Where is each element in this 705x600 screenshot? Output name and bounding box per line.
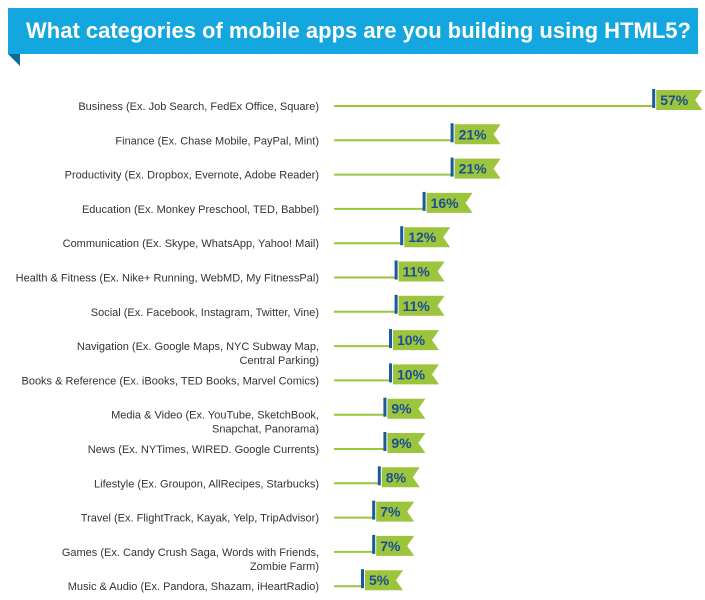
value-tag <box>381 467 420 488</box>
bar-end-marker <box>372 534 376 554</box>
value-tag <box>404 227 451 248</box>
bar-row: Education (Ex. Monkey Preschool, TED, Ba… <box>82 191 473 216</box>
value-tag <box>454 124 501 145</box>
bar-end-marker <box>389 363 392 383</box>
value-label: 12% <box>408 229 437 245</box>
category-label: Social (Ex. Facebook, Instagram, Twitter… <box>91 307 319 319</box>
bar-end-marker <box>383 432 387 451</box>
bar-row: Health & Fitness (Ex. Nike+ Running, Web… <box>16 260 445 285</box>
value-tag <box>365 570 403 591</box>
value-tag <box>656 90 703 110</box>
value-label: 7% <box>380 538 401 554</box>
bar-row: Travel (Ex. FlightTrack, Kayak, Yelp, Tr… <box>81 500 415 525</box>
category-label: Education (Ex. Monkey Preschool, TED, Ba… <box>82 204 319 216</box>
value-label: 8% <box>386 469 407 485</box>
value-tag <box>393 330 439 351</box>
value-label: 7% <box>380 504 401 520</box>
bar-end-marker <box>383 397 387 417</box>
chart-title: What categories of mobile apps are you b… <box>26 18 691 43</box>
value-tag <box>398 261 445 282</box>
bar-row: Music & Audio (Ex. Pandora, Shazam, iHea… <box>68 569 403 593</box>
category-label: Business (Ex. Job Search, FedEx Office, … <box>78 101 319 113</box>
bar-end-marker <box>652 89 656 108</box>
value-label: 16% <box>431 195 460 211</box>
bar-end-marker <box>361 569 364 589</box>
value-label: 9% <box>391 435 412 451</box>
value-tag <box>387 398 426 419</box>
bar-row: Social (Ex. Facebook, Instagram, Twitter… <box>91 294 445 319</box>
value-tag <box>426 192 473 213</box>
bar-end-marker <box>389 329 392 349</box>
bar-row: Finance (Ex. Chase Mobile, PayPal, Mint)… <box>115 123 501 147</box>
bar-row: Lifestyle (Ex. Groupon, AllRecipes, Star… <box>94 466 420 490</box>
category-label: Lifestyle (Ex. Groupon, AllRecipes, Star… <box>94 478 319 490</box>
value-tag <box>398 295 445 316</box>
bar-end-marker <box>400 226 404 246</box>
bar-end-marker <box>372 500 376 520</box>
category-label: Productivity (Ex. Dropbox, Evernote, Ado… <box>65 170 319 182</box>
bar-end-marker <box>394 294 398 314</box>
bar-row: News (Ex. NYTimes, WIRED. Google Current… <box>88 432 426 456</box>
title-banner <box>8 8 698 54</box>
category-label: Music & Audio (Ex. Pandora, Shazam, iHea… <box>68 581 319 593</box>
value-tag <box>387 433 426 453</box>
bar-row: Books & Reference (Ex. iBooks, TED Books… <box>21 363 439 387</box>
value-label: 21% <box>459 161 488 177</box>
value-label: 57% <box>660 92 689 108</box>
value-label: 10% <box>397 366 426 382</box>
category-label: News (Ex. NYTimes, WIRED. Google Current… <box>88 444 319 456</box>
bar-row: Business (Ex. Job Search, FedEx Office, … <box>78 89 703 113</box>
category-label: Health & Fitness (Ex. Nike+ Running, Web… <box>16 273 319 285</box>
value-label: 9% <box>391 401 412 417</box>
value-tag <box>393 364 439 385</box>
value-tag <box>376 501 415 522</box>
bar-row: Productivity (Ex. Dropbox, Evernote, Ado… <box>65 157 501 182</box>
banner-fold <box>8 54 20 66</box>
category-label: Media & Video (Ex. YouTube, SketchBook, S… <box>111 410 319 436</box>
bar-row: Games (Ex. Candy Crush Saga, Words with … <box>62 534 415 573</box>
bar-row: Communication (Ex. Skype, WhatsApp, Yaho… <box>63 226 451 250</box>
value-tag <box>454 158 501 179</box>
category-label: Books & Reference (Ex. iBooks, TED Books… <box>21 375 319 387</box>
value-label: 21% <box>459 126 488 142</box>
value-tag <box>376 535 415 556</box>
bar-end-marker <box>450 157 454 177</box>
category-label: Games (Ex. Candy Crush Saga, Words with … <box>62 547 319 573</box>
bar-end-marker <box>450 123 454 143</box>
bar-row: Navigation (Ex. Google Maps, NYC Subway … <box>77 329 439 367</box>
value-label: 11% <box>403 298 431 314</box>
category-label: Finance (Ex. Chase Mobile, PayPal, Mint) <box>115 135 319 147</box>
category-label: Navigation (Ex. Google Maps, NYC Subway … <box>77 341 319 367</box>
value-label: 10% <box>397 332 426 348</box>
bar-row: Media & Video (Ex. YouTube, SketchBook, S… <box>111 397 426 436</box>
value-label: 5% <box>369 572 390 588</box>
value-label: 11% <box>403 264 431 280</box>
category-label: Communication (Ex. Skype, WhatsApp, Yaho… <box>63 238 319 250</box>
bar-end-marker <box>422 191 426 211</box>
category-label: Travel (Ex. FlightTrack, Kayak, Yelp, Tr… <box>81 513 319 525</box>
bar-end-marker <box>394 260 398 280</box>
bar-end-marker <box>377 466 381 486</box>
